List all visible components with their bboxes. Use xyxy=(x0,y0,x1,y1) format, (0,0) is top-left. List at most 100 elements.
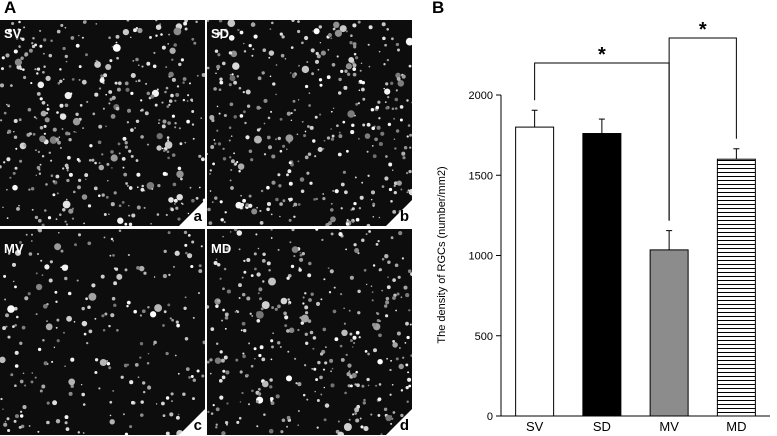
cell-spot xyxy=(372,154,377,159)
cell-spot xyxy=(106,362,111,366)
cell-spot xyxy=(340,207,343,210)
cell-spot xyxy=(322,327,327,332)
cell-spot xyxy=(292,205,295,207)
cell-spot xyxy=(43,361,48,366)
cell-spot xyxy=(168,71,174,78)
cell-spot xyxy=(375,105,380,110)
cell-spot xyxy=(352,42,357,47)
cell-spot xyxy=(320,298,323,301)
cell-spot xyxy=(407,371,410,374)
cell-spot xyxy=(189,186,192,189)
cell-spot xyxy=(390,236,394,240)
cell-spot xyxy=(257,76,262,81)
cell-spot xyxy=(131,213,136,218)
cell-spot xyxy=(39,163,42,166)
cell-spot xyxy=(299,253,303,257)
cell-spot xyxy=(371,322,377,327)
cell-spot xyxy=(262,280,265,283)
cell-spot xyxy=(250,274,254,277)
cell-spot xyxy=(18,204,20,207)
cell-spot xyxy=(310,48,315,53)
cell-spot xyxy=(123,172,128,177)
cell-spot xyxy=(280,53,285,58)
cell-spot xyxy=(56,29,61,34)
cell-spot xyxy=(30,240,33,242)
micrograph-md-sublabel: d xyxy=(399,417,409,434)
cell-spot xyxy=(363,398,366,402)
cell-spot xyxy=(56,111,59,114)
cell-spot xyxy=(41,154,45,158)
cell-spot xyxy=(375,384,378,387)
cell-spot xyxy=(288,181,293,186)
cell-spot xyxy=(366,377,370,382)
cell-spot xyxy=(275,197,279,202)
cell-spot xyxy=(55,326,58,329)
cell-spot xyxy=(184,243,188,247)
cell-spot xyxy=(317,68,320,71)
cell-spot xyxy=(381,257,385,261)
cell-spot xyxy=(351,207,355,211)
cell-spot xyxy=(269,50,274,55)
cell-spot xyxy=(406,335,410,340)
cell-spot xyxy=(8,104,11,107)
cell-spot xyxy=(102,328,106,332)
cell-spot xyxy=(322,368,326,371)
cell-spot xyxy=(238,283,242,288)
cell-spot xyxy=(64,220,67,223)
cell-spot xyxy=(253,135,262,144)
cell-spot xyxy=(40,259,43,262)
cell-spot xyxy=(110,313,115,318)
cell-spot xyxy=(155,20,158,22)
cell-spot xyxy=(14,323,17,327)
cell-spot xyxy=(381,22,386,27)
cell-spot xyxy=(224,312,229,317)
cell-spot xyxy=(62,200,71,209)
cell-spot xyxy=(136,172,141,177)
cell-spot xyxy=(357,102,360,105)
cell-spot xyxy=(301,252,305,256)
cell-spot xyxy=(408,64,412,68)
cell-spot xyxy=(400,296,403,299)
cell-spot xyxy=(212,162,216,166)
cell-spot xyxy=(219,77,223,81)
cell-spot xyxy=(162,324,165,327)
cell-spot xyxy=(248,403,250,406)
cell-spot xyxy=(0,83,5,88)
cell-spot xyxy=(315,229,319,231)
bar-sv xyxy=(515,126,555,417)
cell-spot xyxy=(144,111,149,116)
cell-spot xyxy=(401,151,406,156)
cell-spot xyxy=(58,136,61,138)
cell-spot xyxy=(352,63,357,68)
cell-spot xyxy=(93,186,98,191)
cell-spot xyxy=(343,423,352,431)
cell-spot xyxy=(398,231,403,236)
cell-spot xyxy=(37,81,45,89)
cell-spot xyxy=(378,383,382,386)
cell-spot xyxy=(61,264,69,271)
cell-spot xyxy=(325,346,327,348)
cell-spot xyxy=(270,229,273,231)
cell-spot xyxy=(55,419,61,424)
cell-spot xyxy=(94,358,99,362)
cell-spot xyxy=(44,264,50,270)
cell-spot xyxy=(330,202,333,205)
cell-spot xyxy=(269,28,272,30)
cell-spot xyxy=(0,356,6,364)
cell-spot xyxy=(308,92,311,94)
cell-spot xyxy=(75,112,79,116)
cell-spot xyxy=(332,27,336,31)
cell-spot xyxy=(378,319,381,323)
cell-spot xyxy=(229,231,232,233)
cell-spot xyxy=(43,52,45,55)
cell-spot xyxy=(129,425,133,429)
cell-spot xyxy=(311,368,314,370)
cell-spot xyxy=(141,184,144,188)
cell-spot xyxy=(35,149,37,151)
cell-spot xyxy=(279,149,283,153)
cell-spot xyxy=(135,119,140,124)
cell-spot xyxy=(270,399,273,402)
cell-spot xyxy=(12,325,15,328)
cell-spot xyxy=(393,181,398,186)
cell-spot xyxy=(397,79,405,87)
